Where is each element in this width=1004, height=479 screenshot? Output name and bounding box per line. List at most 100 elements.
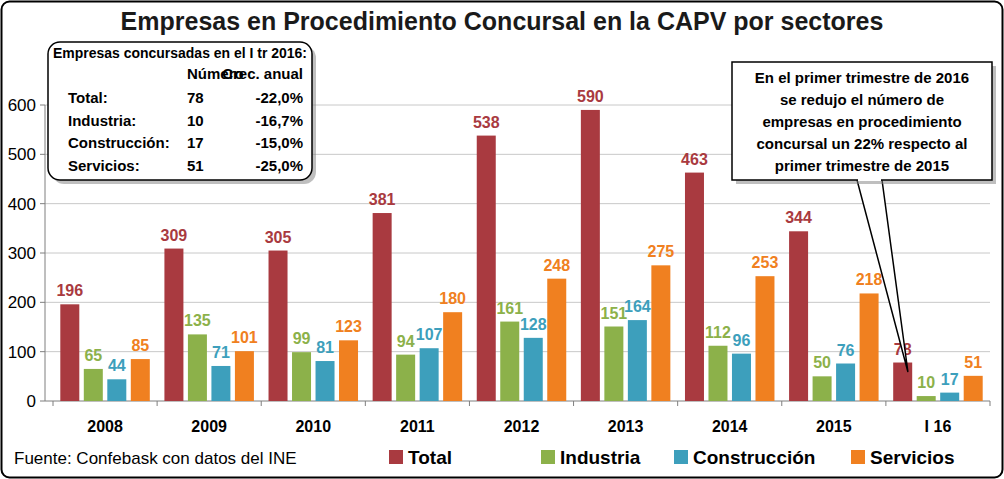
tick-mark [40, 302, 45, 303]
bar [604, 327, 623, 401]
bar [581, 110, 600, 401]
legend-label: Construcción [693, 447, 815, 468]
grid-line [45, 203, 990, 204]
tick-mark [40, 154, 45, 155]
bar [813, 376, 832, 401]
data-label: 248 [543, 257, 570, 274]
callout-text: En el primer trimestre de 2016 [755, 69, 969, 86]
summary-title: Empresas concursadas en el I tr 2016: [53, 44, 307, 61]
data-label: 128 [520, 316, 547, 333]
data-label: 538 [473, 114, 500, 131]
bar [732, 354, 751, 401]
bar [500, 322, 519, 401]
data-label: 65 [84, 347, 102, 364]
data-label: 71 [212, 344, 230, 361]
summary-cell: 51 [187, 157, 204, 174]
summary-cell: Construcción: [68, 134, 170, 151]
callout-text: empresas en procedimiento [762, 113, 961, 130]
data-label: 305 [265, 229, 292, 246]
bar [708, 346, 727, 401]
data-label: 81 [316, 339, 334, 356]
summary-cell: -15,0% [255, 134, 303, 151]
data-label: 107 [416, 326, 443, 343]
bar [339, 340, 358, 401]
bar [789, 231, 808, 401]
data-label: 17 [941, 371, 959, 388]
callout-join [858, 179, 881, 181]
bar [443, 312, 462, 401]
x-tick-mark [573, 401, 574, 406]
x-tick-label: 2009 [191, 418, 227, 435]
x-tick-mark [53, 401, 54, 406]
legend-label: Industria [560, 447, 641, 468]
bar [524, 338, 543, 401]
x-tick-label: 2015 [816, 418, 852, 435]
data-label: 381 [369, 191, 396, 208]
y-tick-label: 500 [8, 145, 36, 164]
summary-cell: -25,0% [255, 157, 303, 174]
data-label: 344 [785, 209, 812, 226]
x-tick-label: 2011 [400, 418, 435, 435]
data-label: 180 [439, 290, 466, 307]
data-label: 44 [108, 357, 126, 374]
bar [60, 304, 79, 401]
x-tick-mark [469, 401, 470, 406]
bar [107, 379, 126, 401]
data-label: 218 [856, 271, 883, 288]
bar [893, 363, 912, 401]
x-tick-mark [781, 401, 782, 406]
legend-swatch [851, 450, 865, 464]
x-tick-mark [885, 401, 886, 406]
summary-cell: -22,0% [255, 89, 303, 106]
y-axis [45, 105, 46, 401]
data-label: 309 [161, 227, 188, 244]
bar [836, 364, 855, 401]
y-tick-label: 400 [8, 195, 36, 214]
bar [685, 173, 704, 401]
bar [964, 376, 983, 401]
tick-mark [40, 351, 45, 352]
summary-cell: Total: [68, 89, 108, 106]
data-label: 275 [648, 243, 675, 260]
bar [420, 348, 439, 401]
data-label: 85 [131, 337, 149, 354]
x-tick-mark [677, 401, 678, 406]
bar [188, 334, 207, 401]
tick-mark [40, 203, 45, 204]
bar [131, 359, 150, 401]
data-label: 123 [335, 318, 362, 335]
bar [396, 355, 415, 401]
summary-cell: 10 [187, 112, 204, 129]
callout-box [732, 62, 992, 180]
x-tick-mark [365, 401, 366, 406]
bar [477, 136, 496, 401]
bar [628, 320, 647, 401]
bar [164, 249, 183, 401]
legend-label: Total [408, 447, 452, 468]
tick-mark [40, 105, 45, 106]
x-tick-label: 2008 [87, 418, 123, 435]
x-tick-mark [990, 401, 991, 406]
data-label: 135 [184, 312, 211, 329]
bar [373, 213, 392, 401]
tick-mark [40, 401, 45, 402]
callout-pointer [857, 180, 908, 372]
callout-text: se redujo el número de [780, 91, 944, 108]
bar [316, 361, 335, 401]
data-label: 50 [813, 354, 831, 371]
callout-text: concursal un 22% respecto al [757, 135, 968, 152]
y-tick-label: 100 [8, 343, 36, 362]
data-label: 96 [733, 332, 751, 349]
summary-cell: 78 [187, 89, 204, 106]
x-tick-label: 2012 [504, 418, 540, 435]
bar [917, 396, 936, 401]
data-label: 99 [293, 330, 311, 347]
tick-mark [40, 253, 45, 254]
bar [84, 369, 103, 401]
frame [2, 2, 1003, 478]
legend-label: Servicios [870, 447, 955, 468]
data-label: 161 [496, 300, 523, 317]
bar [651, 265, 670, 401]
data-label: 590 [577, 88, 604, 105]
summary-cell: 17 [187, 134, 204, 151]
